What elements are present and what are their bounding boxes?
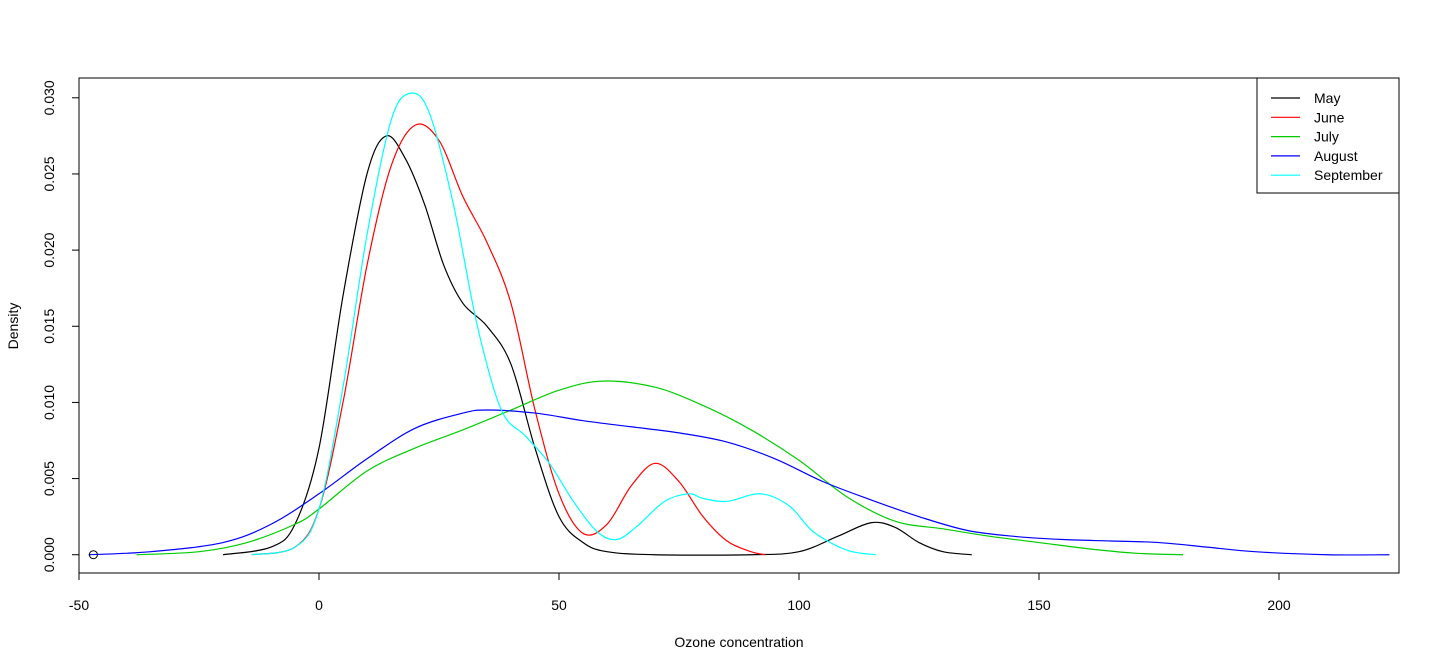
y-axis-label: Density [5,303,21,350]
y-tick-label: 0.000 [41,537,57,572]
y-tick-label: 0.015 [41,309,57,344]
series-line-august [88,409,1390,556]
series-line-july [136,380,1184,556]
y-tick-label: 0.025 [41,156,57,191]
x-axis: -50 0 50 100 150 200 [69,572,1291,613]
series-layer [88,92,1390,556]
x-tick-label: 200 [1267,597,1291,613]
y-tick-label: 0.030 [41,80,57,115]
x-axis-label: Ozone concentration [674,634,803,650]
y-tick-label: 0.005 [41,461,57,496]
legend-label-september: September [1314,167,1383,183]
x-tick-label: 150 [1027,597,1051,613]
x-tick-label: 0 [315,597,323,613]
y-tick-label: 0.010 [41,385,57,420]
legend-label-june: June [1314,109,1345,125]
legend-box [1256,77,1400,194]
x-tick-label: -50 [69,597,89,613]
legend: May June July August September [1256,77,1400,194]
legend-label-august: August [1314,148,1358,164]
y-axis: 0.000 0.005 0.010 0.015 0.020 0.025 0.030 [41,80,80,572]
marker-layer [88,550,98,560]
legend-label-july: July [1314,129,1339,145]
series-line-september [251,92,876,556]
x-tick-label: 100 [787,597,811,613]
series-line-may [222,135,972,556]
y-tick-label: 0.020 [41,232,57,267]
legend-label-may: May [1314,90,1340,106]
series-line-june [251,123,766,556]
data-point-marker [88,550,98,560]
x-tick-label: 50 [551,597,567,613]
